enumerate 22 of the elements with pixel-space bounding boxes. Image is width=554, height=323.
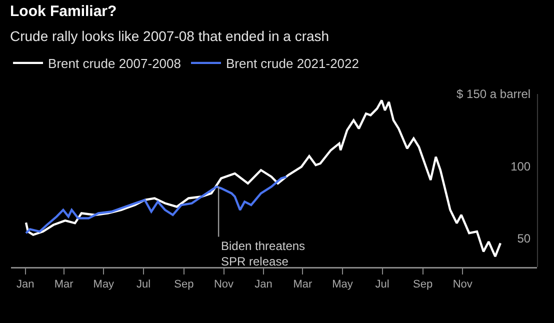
y-tick-label: 100 bbox=[510, 159, 531, 174]
legend-label: Brent crude 2021-2022 bbox=[226, 56, 359, 72]
x-tick-label: Jan bbox=[254, 278, 272, 291]
x-tick-label: Mar bbox=[54, 278, 74, 291]
y-tick-label: $ 150 a barrel bbox=[456, 87, 531, 102]
x-tick-label: Mar bbox=[293, 278, 313, 291]
x-tick-label: May bbox=[93, 278, 115, 291]
x-tick-label: Sep bbox=[174, 278, 194, 291]
x-tick-label: May bbox=[332, 278, 354, 291]
x-tick-label: Jul bbox=[136, 278, 151, 291]
chart-title: Look Familiar? bbox=[10, 3, 117, 20]
line-series bbox=[24, 176, 288, 234]
x-tick-label: Jul bbox=[375, 278, 390, 291]
line-series bbox=[24, 99, 502, 258]
x-tick-label: Sep bbox=[413, 278, 433, 291]
x-tick-label: Nov bbox=[214, 278, 234, 291]
x-tick-label: Nov bbox=[452, 278, 473, 291]
chart-subtitle: Crude rally looks like 2007-08 that ended in a crash bbox=[10, 28, 330, 44]
x-tick-label: Jan bbox=[16, 278, 34, 291]
y-tick-label: 50 bbox=[517, 231, 531, 246]
legend-label: Brent crude 2007-2008 bbox=[48, 56, 181, 72]
annotation: Biden threatens SPR release bbox=[221, 239, 306, 269]
